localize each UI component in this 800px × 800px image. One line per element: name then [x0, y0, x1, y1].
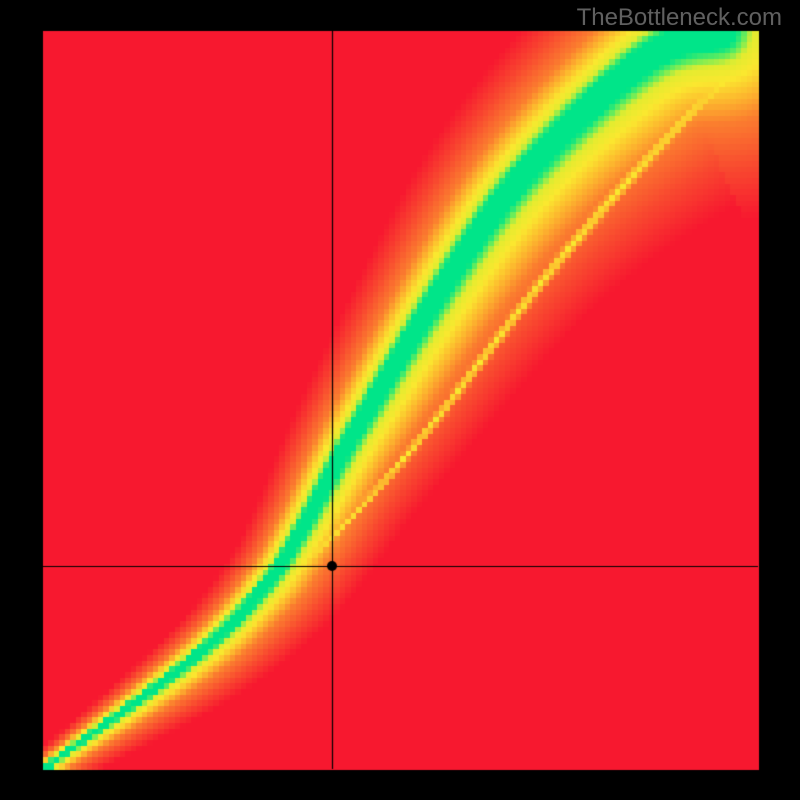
watermark-text: TheBottleneck.com	[577, 4, 782, 32]
heatmap-canvas	[0, 0, 800, 800]
chart-root: TheBottleneck.com	[0, 0, 800, 800]
